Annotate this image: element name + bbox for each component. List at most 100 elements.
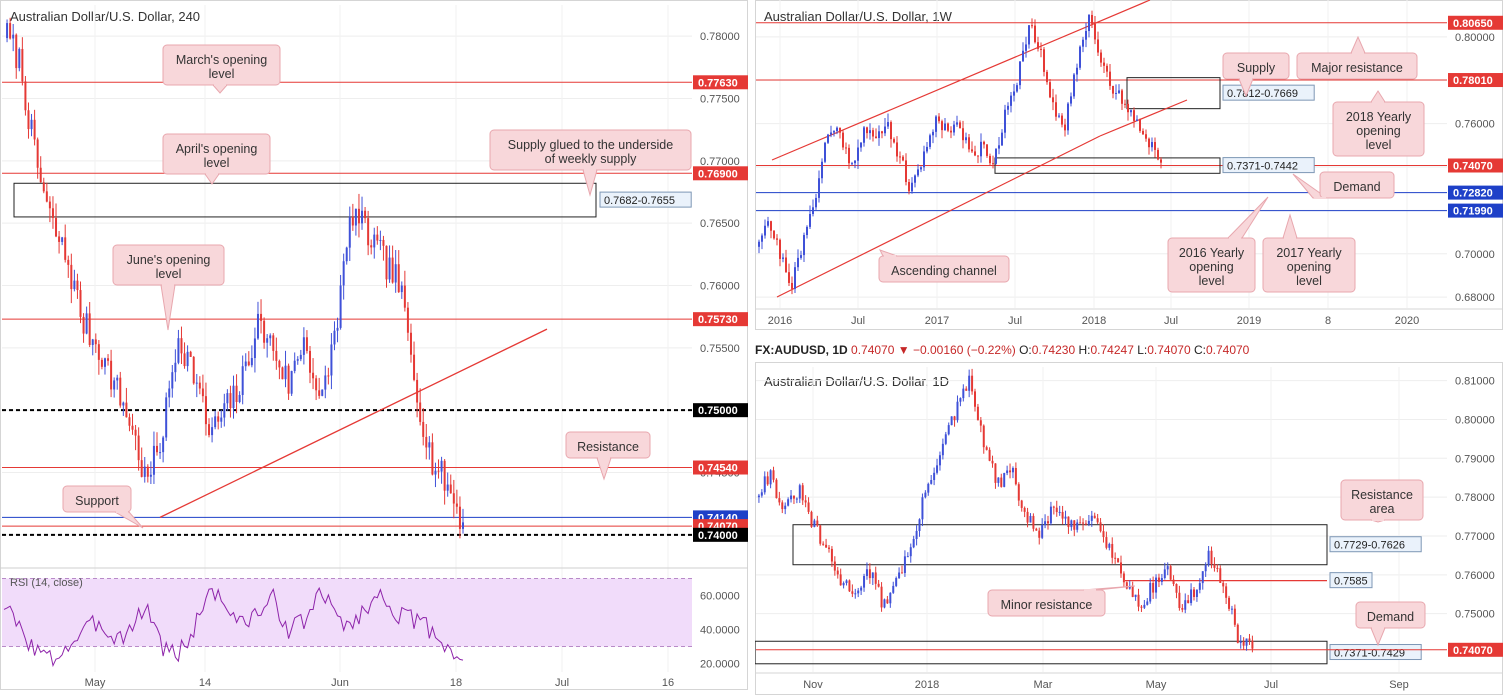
daily-x-tick-label: May [1146, 679, 1167, 691]
daily-y-tick-label: 0.78000 [1455, 492, 1495, 504]
daily-candle [860, 585, 863, 595]
weekly-candle [1124, 99, 1126, 109]
daily-candle [988, 447, 991, 462]
weekly-candle [1037, 36, 1039, 52]
h4-candle [437, 459, 440, 479]
h4-candle [312, 358, 315, 390]
weekly-candle [1013, 83, 1015, 102]
weekly-candle [1079, 45, 1081, 70]
h4-candle [152, 431, 155, 484]
daily-candle [1131, 581, 1134, 598]
weekly-candle [890, 120, 892, 148]
svg-text:0.7729-0.7626: 0.7729-0.7626 [1334, 540, 1405, 552]
weekly-candle [995, 148, 997, 165]
daily-candle [1029, 513, 1032, 523]
h4-trendline [159, 328, 548, 518]
h4-candle [293, 352, 296, 374]
weekly-candle [965, 132, 967, 144]
weekly-candle [854, 159, 856, 169]
weekly-candle [848, 144, 850, 169]
h4-candle [327, 367, 330, 385]
weekly-candle [785, 249, 787, 273]
weekly-candle [932, 129, 934, 144]
daily-y-tick-label: 0.80000 [1455, 414, 1495, 426]
weekly-candle [1112, 85, 1114, 99]
high-label: H: [1078, 343, 1091, 357]
daily-candle [906, 552, 909, 558]
rsi-y-tick-label: 40.0000 [700, 625, 740, 637]
h4-candle [27, 102, 30, 139]
weekly-candle [1016, 82, 1018, 93]
h4-candle [183, 342, 186, 369]
daily-chart[interactable]: Australian Dollar/U.S. Dollar, 1D 0.8100… [755, 362, 1503, 695]
weekly-candle [869, 123, 871, 140]
weekly-chart[interactable]: Australian Dollar/U.S. Dollar, 1W 0.8000… [755, 0, 1503, 330]
weekly-candle [875, 128, 877, 139]
h4-chart[interactable]: Australian Dollar/U.S. Dollar, 240 0.780… [0, 0, 748, 695]
daily-zone-box [755, 640, 1328, 665]
h4-candle [6, 19, 9, 43]
weekly-candle [1139, 118, 1141, 133]
daily-candle [1067, 516, 1070, 534]
svg-text:area: area [1369, 502, 1394, 516]
svg-text:0.78010: 0.78010 [1453, 75, 1493, 87]
weekly-candle [1031, 18, 1033, 29]
weekly-candle [800, 250, 802, 260]
daily-candle [1026, 507, 1029, 528]
weekly-x-tick-label: 2018 [1082, 315, 1106, 327]
svg-text:Major resistance: Major resistance [1311, 61, 1403, 75]
weekly-candle [1136, 115, 1138, 122]
close-label: C: [1193, 343, 1206, 357]
weekly-candle [1085, 22, 1087, 48]
svg-text:0.76900: 0.76900 [698, 168, 738, 180]
h4-candle [406, 302, 409, 341]
daily-candle [1128, 580, 1131, 590]
h4-candle [48, 196, 51, 223]
daily-candle [1143, 599, 1146, 610]
weekly-candle [1109, 63, 1111, 90]
weekly-candle [896, 136, 898, 162]
daily-candle [1070, 519, 1073, 531]
weekly-candle [935, 115, 937, 138]
weekly-candle [941, 119, 943, 139]
h4-candle [137, 427, 140, 471]
svg-text:0.75000: 0.75000 [698, 405, 738, 417]
daily-candle [883, 598, 886, 609]
h4-candle [159, 443, 162, 460]
daily-candle [898, 567, 901, 579]
weekly-candle [911, 177, 913, 194]
h4-y-tick-label: 0.78000 [700, 31, 740, 43]
h4-candle [70, 253, 73, 304]
svg-text:March's opening: March's opening [176, 53, 267, 67]
daily-candle [1219, 565, 1222, 583]
last-price: 0.74070 [851, 343, 895, 357]
daily-x-tick-label: 2018 [915, 679, 939, 691]
daily-callout-minor-resistance: Minor resistance [987, 585, 1136, 617]
h4-candle [413, 341, 416, 382]
daily-candle [769, 469, 772, 489]
h4-candle [290, 370, 293, 396]
svg-text:opening: opening [1189, 260, 1234, 274]
daily-candle [1163, 562, 1166, 580]
h4-candle [143, 456, 146, 483]
h4-candle [333, 321, 336, 351]
h4-candle [116, 374, 119, 390]
h4-candle [91, 338, 94, 356]
weekly-y-tick-label: 0.70000 [1455, 249, 1495, 261]
daily-candle [816, 515, 819, 527]
daily-candle [1230, 605, 1233, 615]
h4-candle [241, 355, 244, 405]
h4-candle [195, 373, 198, 398]
svg-text:opening: opening [1287, 260, 1332, 274]
h4-candle [192, 356, 195, 385]
h4-candle [122, 401, 125, 416]
daily-candle [991, 455, 994, 468]
daily-candle [1108, 542, 1111, 551]
h4-price-tag: 0.76900 [693, 166, 748, 181]
weekly-candle [827, 133, 829, 145]
h4-candle [156, 432, 158, 456]
daily-candle [1178, 585, 1181, 611]
daily-candle [1079, 516, 1082, 524]
svg-text:Resistance: Resistance [577, 440, 639, 454]
weekly-candle [812, 199, 814, 217]
